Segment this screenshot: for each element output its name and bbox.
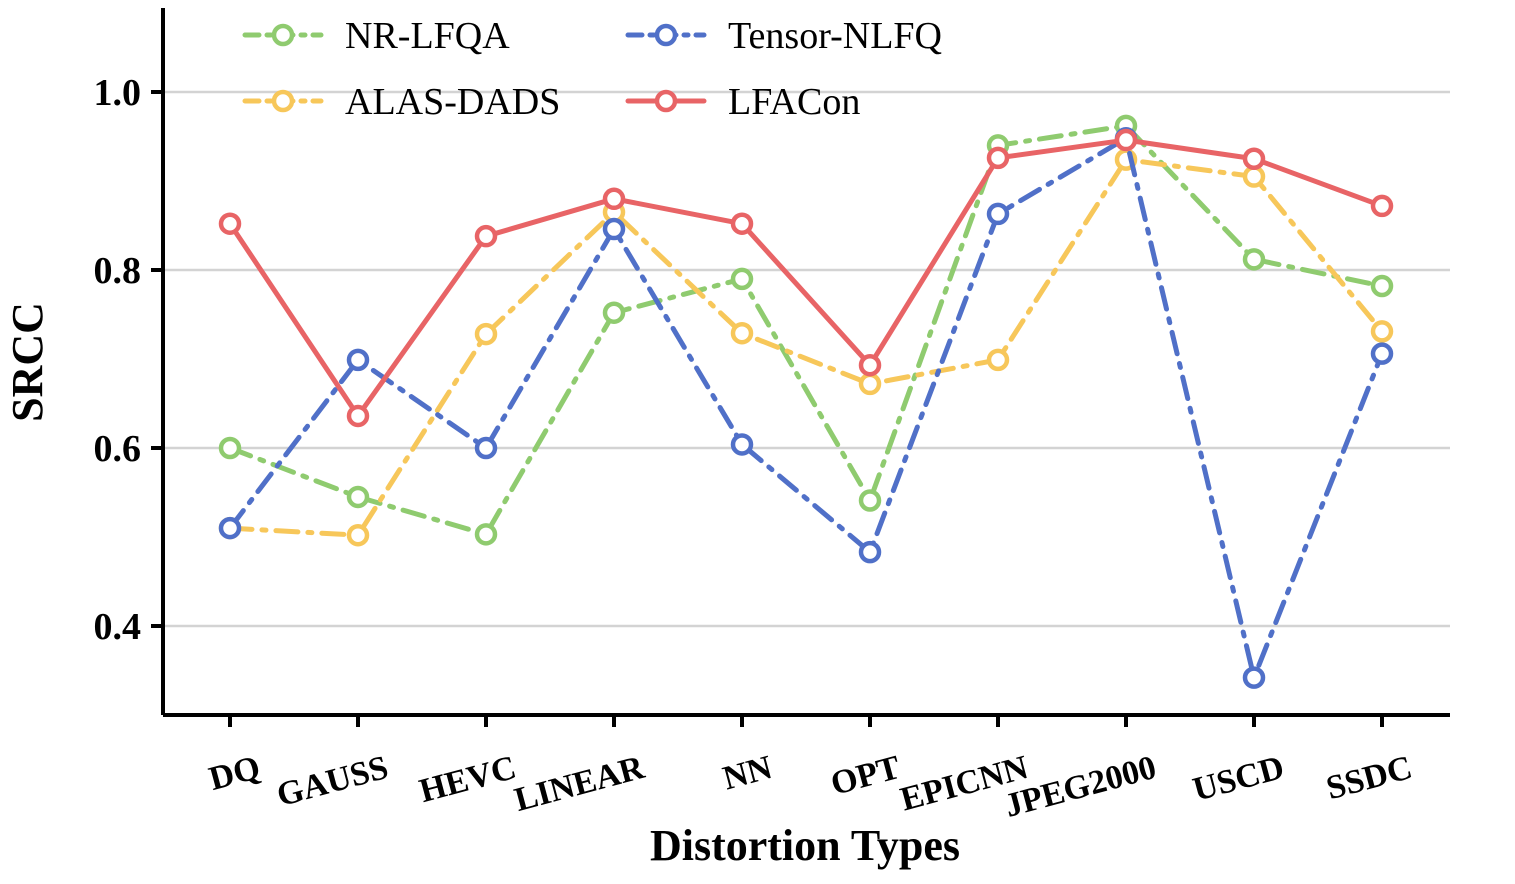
data-point — [346, 348, 370, 372]
data-point — [218, 516, 242, 540]
x-tick-label: DQ — [205, 749, 264, 798]
data-point — [218, 212, 242, 235]
data-point — [858, 540, 882, 564]
y-axis-title: SRCC — [3, 302, 52, 422]
x-tick-label: GAUSS — [273, 749, 392, 814]
data-point — [986, 146, 1010, 170]
data-point — [1242, 165, 1266, 188]
data-point — [602, 301, 626, 324]
y-tick-label: 0.8 — [94, 250, 142, 292]
data-point — [858, 489, 882, 512]
x-tick-label: HEVC — [416, 749, 520, 810]
x-tick-label: NN — [719, 749, 776, 798]
data-point — [986, 202, 1010, 226]
data-point — [1370, 194, 1394, 218]
data-point — [730, 321, 754, 345]
data-point — [1370, 274, 1394, 298]
series-line — [227, 135, 1385, 681]
data-point — [730, 433, 754, 456]
grid-lines — [165, 90, 1450, 628]
legend-item: ALAS-DADS — [242, 81, 560, 123]
series-alas-dads — [218, 148, 1394, 547]
data-point — [474, 523, 498, 546]
data-point — [346, 485, 370, 509]
legend-label: Tensor-NLFQ — [728, 15, 942, 57]
data-point — [346, 523, 370, 547]
legend-marker — [654, 23, 678, 47]
series-line — [227, 137, 1385, 419]
x-tick-label: LINEAR — [511, 749, 649, 819]
legend-label: ALAS-DADS — [345, 81, 560, 123]
legend-item: Tensor-NLFQ — [625, 15, 942, 57]
series-line — [227, 157, 1385, 538]
data-point — [858, 353, 882, 377]
legend: NR-LFQA ALAS-DADS Tensor-NLFQ LFACon — [242, 15, 942, 123]
data-point — [1242, 666, 1266, 689]
data-point — [474, 224, 498, 248]
data-point — [730, 267, 754, 291]
data-point — [1242, 147, 1266, 170]
legend-label: LFACon — [728, 81, 860, 123]
legend-label: NR-LFQA — [345, 15, 510, 57]
legend-item: LFACon — [625, 81, 860, 123]
x-axis-title: Distortion Types — [650, 821, 960, 870]
data-point — [986, 348, 1010, 372]
data-point — [1370, 342, 1394, 365]
axes — [161, 8, 1450, 717]
y-tick-label: 0.6 — [94, 428, 142, 470]
x-tick-label: OPT — [827, 749, 904, 803]
data-point — [858, 372, 882, 396]
x-tick-label: SSDC — [1323, 749, 1417, 807]
data-point — [602, 217, 626, 241]
series-lines — [218, 114, 1394, 689]
y-ticks: 0.4 0.6 0.8 1.0 — [94, 72, 163, 648]
series-line — [227, 123, 1385, 537]
data-point — [1242, 248, 1266, 271]
series-lfacon — [218, 128, 1394, 428]
data-point — [1370, 320, 1394, 343]
y-tick-label: 0.4 — [94, 606, 142, 648]
data-point — [474, 436, 498, 460]
data-point — [730, 212, 754, 235]
data-point — [602, 187, 626, 211]
legend-marker — [271, 23, 295, 47]
data-point — [474, 322, 498, 346]
data-point — [346, 404, 370, 428]
legend-item: NR-LFQA — [242, 15, 510, 57]
legend-marker — [654, 89, 678, 113]
legend-marker — [271, 89, 295, 113]
series-tensor-nlfq — [218, 127, 1394, 689]
data-point — [1114, 128, 1138, 152]
data-point — [218, 436, 242, 460]
y-tick-label: 1.0 — [94, 72, 142, 114]
x-tick-label: USCD — [1189, 749, 1288, 809]
